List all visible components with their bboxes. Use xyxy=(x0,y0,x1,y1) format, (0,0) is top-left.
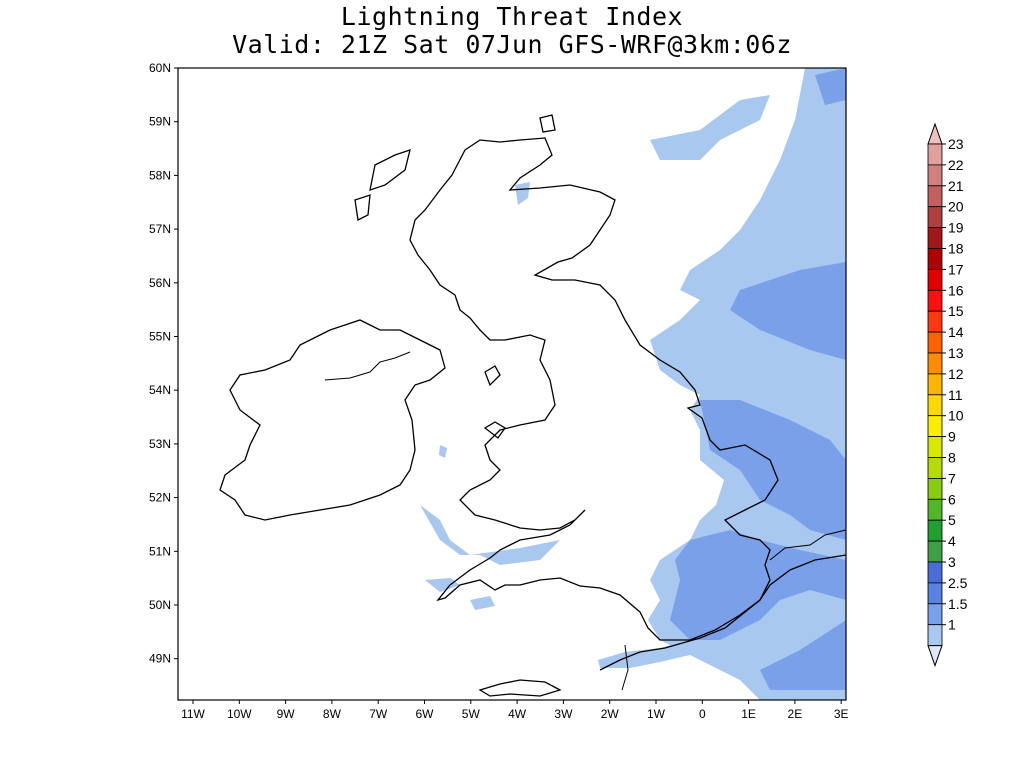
lat-label: 50N xyxy=(149,598,171,612)
colorbar-label: 9 xyxy=(948,429,956,445)
lon-label: 1W xyxy=(647,707,666,721)
colorbar-label: 8 xyxy=(948,450,956,466)
colorbar-label: 20 xyxy=(948,199,964,215)
lat-label: 59N xyxy=(149,115,171,129)
colorbar-label: 4 xyxy=(948,533,956,549)
colorbar-swatch xyxy=(927,603,943,626)
coastlines xyxy=(219,114,847,697)
coast-great-britain xyxy=(409,137,779,641)
colorbar-label: 18 xyxy=(948,241,964,257)
coast-orkney xyxy=(539,114,556,133)
lat-label: 58N xyxy=(149,168,171,182)
coast-anglesey xyxy=(483,421,506,439)
lat-label: 54N xyxy=(149,383,171,397)
lon-label: 11W xyxy=(181,707,205,721)
colorbar-label: 6 xyxy=(948,491,956,507)
colorbar-swatch xyxy=(927,457,943,479)
lon-label: 1E xyxy=(741,707,756,721)
colorbar-swatch xyxy=(927,436,943,458)
lat-label: 53N xyxy=(149,437,171,451)
colorbar-swatch xyxy=(927,519,943,542)
colorbar-label: 5 xyxy=(948,512,956,528)
lat-label: 60N xyxy=(149,61,171,75)
colorbar-swatch xyxy=(927,352,943,375)
colorbar-swatch xyxy=(927,582,943,605)
lon-label: 7W xyxy=(369,707,388,721)
colorbar-swatch xyxy=(927,624,943,647)
legend-colorbar: 23 22 21 20 19 18 17 16 15 14 13 12 11 10 9 8 7 6 5 4 3 2.5 1.… xyxy=(927,122,968,668)
colorbar-swatch xyxy=(927,561,943,584)
colorbar-label: 12 xyxy=(948,366,964,382)
colorbar-label: 10 xyxy=(948,408,964,424)
colorbar-swatch xyxy=(927,373,943,396)
colorbar-swatch xyxy=(927,540,943,563)
map-subtitle: Valid: 21Z Sat 07Jun GFS-WRF@3km:06z xyxy=(232,30,792,59)
lon-label: 3W xyxy=(554,707,573,721)
colorbar-swatch xyxy=(927,310,943,333)
coast-isle-of-man xyxy=(484,365,501,387)
colorbar-swatch xyxy=(927,185,943,208)
colorbar-bottom-arrow xyxy=(927,645,943,668)
coast-outer-hebrides xyxy=(369,149,411,191)
lon-label: 2E xyxy=(788,707,803,721)
threat-field-medium xyxy=(670,68,846,690)
lat-label: 57N xyxy=(149,222,171,236)
lon-label: 8W xyxy=(323,707,342,721)
colorbar-swatch xyxy=(927,143,943,166)
colorbar-swatch xyxy=(927,331,943,354)
lat-label: 55N xyxy=(149,330,171,344)
coast-ireland xyxy=(219,319,446,521)
border-northern-ireland xyxy=(324,351,411,381)
colorbar-swatch xyxy=(927,268,943,291)
colorbar-swatch xyxy=(927,164,943,187)
colorbar-label: 14 xyxy=(948,324,964,340)
lat-label: 56N xyxy=(149,276,171,290)
colorbar-label: 11 xyxy=(948,387,963,403)
lon-label: 4W xyxy=(508,707,527,721)
colorbar-swatch xyxy=(927,248,943,270)
colorbar-label: 13 xyxy=(948,345,964,361)
colorbar-label: 19 xyxy=(948,220,964,236)
colorbar-swatch xyxy=(927,289,943,312)
colorbar-swatch xyxy=(927,415,943,438)
colorbar-top-arrow xyxy=(927,122,943,145)
longitude-axis: 11W 10W 9W 8W 7W 6W 5W 4W 3W 2W 1W 0 1E 2E 3E xyxy=(181,700,849,721)
lon-label: 5W xyxy=(462,707,481,721)
lon-label: 6W xyxy=(416,707,435,721)
colorbar-label: 1.5 xyxy=(948,596,968,612)
colorbar-label: 15 xyxy=(948,303,964,319)
lon-label: 2W xyxy=(601,707,620,721)
colorbar-label: 16 xyxy=(948,282,964,298)
colorbar-label: 17 xyxy=(948,261,964,277)
lon-label: 3E xyxy=(834,707,849,721)
colorbar-label: 7 xyxy=(948,470,956,486)
colorbar-label: 23 xyxy=(948,136,964,152)
map-title: Lightning Threat Index xyxy=(340,2,684,31)
colorbar-swatch xyxy=(927,227,943,249)
lat-label: 51N xyxy=(149,544,171,558)
colorbar-swatch xyxy=(927,498,943,521)
map-panel xyxy=(177,67,847,701)
lon-label: 9W xyxy=(277,707,296,721)
lat-label: 49N xyxy=(149,652,171,666)
colorbar-label: 1 xyxy=(948,617,956,633)
border-belgium xyxy=(769,529,847,561)
lon-label: 10W xyxy=(227,707,252,721)
colorbar-label: 2.5 xyxy=(948,575,968,591)
colorbar-label: 21 xyxy=(948,178,964,194)
colorbar-swatch xyxy=(927,477,943,500)
colorbar-label: 3 xyxy=(948,554,956,570)
colorbar-swatch xyxy=(927,206,943,228)
latitude-axis: 60N 59N 58N 57N 56N 55N 54N 53N 52N 51N 50N 49N xyxy=(149,61,178,666)
lat-label: 52N xyxy=(149,491,171,505)
coast-france xyxy=(599,554,847,671)
colorbar-label: 22 xyxy=(948,157,964,173)
lon-label: 0 xyxy=(699,707,706,721)
colorbar-swatch xyxy=(927,394,943,417)
